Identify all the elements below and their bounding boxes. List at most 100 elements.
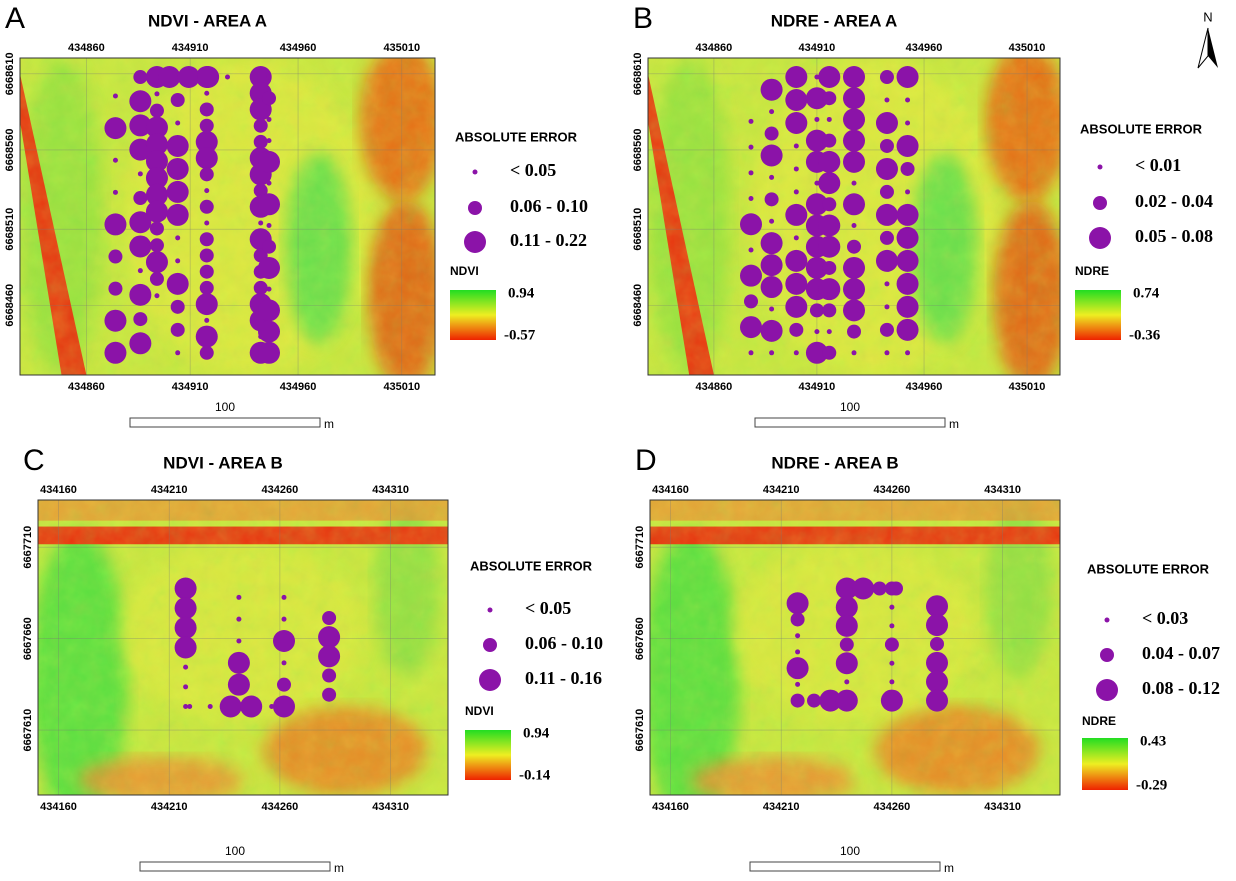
sample-point	[258, 256, 280, 279]
sample-point	[760, 319, 783, 342]
sample-point	[258, 220, 264, 226]
sample-point	[258, 299, 280, 322]
sample-point	[896, 226, 919, 249]
legend-symbol	[1089, 227, 1111, 249]
sample-point	[769, 109, 775, 115]
sample-point	[277, 677, 291, 692]
sample-point	[822, 345, 837, 360]
sample-point	[926, 614, 948, 637]
sample-point	[930, 636, 944, 651]
sample-point	[822, 303, 837, 318]
sample-point	[318, 626, 341, 649]
sample-point	[884, 304, 890, 310]
sample-point	[154, 91, 160, 97]
x-coord-top: 434860	[68, 42, 105, 54]
legend-item: 0.06 - 0.10	[525, 633, 603, 653]
sample-point	[818, 150, 841, 173]
sample-point	[805, 87, 828, 110]
sample-point	[145, 116, 168, 139]
scale-unit: m	[334, 861, 344, 875]
sample-point	[786, 657, 809, 680]
sample-point	[769, 306, 775, 312]
sample-point	[281, 660, 287, 666]
sample-point	[166, 157, 189, 180]
colorbar-max: 0.74	[1133, 285, 1160, 301]
sample-point	[875, 111, 898, 134]
sample-point	[822, 133, 837, 148]
map-image	[20, 58, 435, 375]
sample-point	[108, 281, 123, 296]
sample-point	[281, 594, 287, 600]
legend-symbol	[1093, 196, 1107, 210]
sample-point	[199, 345, 214, 360]
legend-item: < 0.05	[525, 598, 571, 618]
sample-point	[814, 116, 820, 122]
sample-point	[262, 91, 276, 106]
sample-point	[926, 670, 948, 693]
sample-point	[108, 249, 123, 264]
sample-point	[785, 249, 808, 272]
sample-point	[843, 66, 865, 89]
sample-point	[158, 66, 181, 89]
sample-point	[129, 235, 152, 258]
legend-symbol	[472, 169, 478, 175]
sample-point	[129, 283, 152, 306]
sample-point	[199, 280, 214, 295]
sample-point	[875, 249, 898, 272]
colorbar	[1075, 290, 1121, 340]
sample-point	[818, 66, 841, 89]
sample-point	[195, 147, 218, 170]
sample-point	[258, 193, 280, 216]
sample-point	[748, 144, 754, 150]
legend-item: 0.05 - 0.08	[1135, 226, 1213, 246]
sample-point	[760, 254, 783, 277]
sample-point	[236, 616, 242, 622]
legend-item: 0.02 - 0.04	[1135, 191, 1213, 211]
sample-point	[199, 264, 214, 279]
sample-point	[809, 303, 824, 318]
sample-point	[793, 350, 799, 356]
sample-point	[790, 612, 805, 627]
panel-letter: A	[5, 2, 25, 35]
scale-bar	[749, 861, 941, 872]
x-coord-top: 434160	[652, 484, 689, 496]
sample-point	[805, 341, 828, 364]
sample-point	[748, 118, 754, 124]
sample-point	[760, 276, 783, 299]
legend-symbol	[479, 669, 501, 691]
sample-point	[879, 184, 894, 199]
colorbar-title: NDRE	[1082, 714, 1116, 728]
sample-point	[786, 592, 809, 615]
sample-point	[805, 129, 828, 152]
panel-title: NDVI - AREA A	[148, 11, 267, 30]
sample-point	[835, 652, 858, 675]
sample-point	[207, 704, 213, 709]
sample-point	[793, 143, 799, 149]
y-coord: 6668510	[4, 208, 16, 251]
sample-point	[769, 218, 775, 224]
sample-point	[905, 120, 911, 126]
sample-point	[149, 221, 164, 236]
sample-point	[884, 637, 899, 652]
sample-point	[889, 660, 895, 666]
x-coord-bottom: 434860	[696, 381, 733, 393]
sample-point	[112, 93, 118, 99]
sample-point	[795, 649, 801, 655]
sample-point	[905, 350, 911, 356]
sample-point	[112, 189, 118, 195]
sample-point	[137, 268, 143, 274]
colorbar-title: NDVI	[450, 264, 479, 278]
x-coord-bottom: 434160	[40, 801, 77, 813]
scale-label: 100	[215, 400, 235, 414]
colorbar-title: NDRE	[1075, 264, 1109, 278]
sample-point	[129, 332, 152, 355]
sample-point	[183, 684, 189, 690]
x-coord-top: 434260	[874, 484, 911, 496]
sample-point	[166, 203, 189, 226]
sample-point	[843, 87, 865, 110]
sample-point	[884, 281, 890, 287]
map-layer	[20, 58, 435, 375]
scale-label: 100	[225, 844, 245, 858]
sample-point	[195, 130, 218, 153]
colorbar-max: 0.43	[1140, 733, 1166, 749]
